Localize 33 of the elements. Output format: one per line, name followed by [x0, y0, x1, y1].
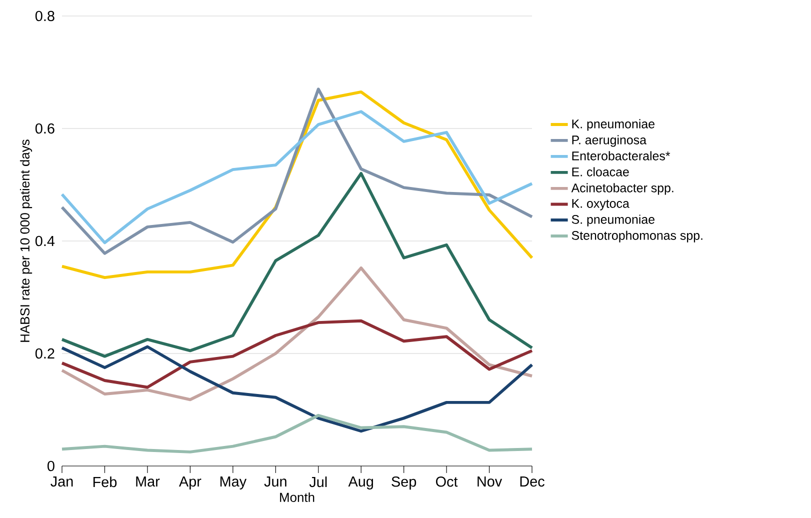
line-series [60, 266, 534, 402]
x-tick-label: Apr [178, 476, 202, 490]
legend-label: Stenotrophomonas spp. [572, 230, 702, 242]
legend-label: K. oxytoca [572, 199, 630, 210]
x-axis-title: Month [280, 492, 314, 502]
line-series [60, 414, 534, 454]
legend-label: P. aeruginosa [572, 135, 646, 147]
x-tick-label: Jul [309, 476, 327, 488]
y-tick-label: 0.4 [35, 236, 55, 246]
y-tick-label: 0.6 [35, 123, 54, 134]
x-tick-label: Dec [520, 476, 544, 487]
legend-label: Acinetobacter spp. [571, 183, 674, 195]
x-tick-label: May [220, 476, 247, 490]
legend-label: K. pneumoniae [572, 119, 654, 131]
y-tick-label: 0.8 [35, 10, 54, 22]
x-tick-label: Sep [392, 476, 416, 490]
line-series [60, 345, 534, 433]
x-tick-label: Aug [348, 476, 374, 490]
y-tick-label: 0.2 [35, 348, 54, 359]
y-tick-label: 0 [48, 460, 54, 472]
legend-label: S. pneumoniae [572, 214, 654, 226]
x-tick-label: Jan [50, 476, 73, 487]
x-tick-label: Jun [264, 476, 286, 487]
legend-label: E. cloacae [572, 167, 629, 176]
line-series [60, 172, 534, 358]
y-axis-title: HABSI rate per 10 000 patient days [20, 140, 32, 342]
legend-label: Enterobacterales* [572, 151, 670, 160]
x-tick-label: Nov [478, 476, 502, 487]
x-tick-label: Feb [93, 476, 117, 488]
line-series [60, 319, 534, 389]
x-tick-label: Mar [136, 476, 160, 487]
x-tick-label: Oct [436, 476, 458, 487]
line-series [60, 110, 534, 244]
